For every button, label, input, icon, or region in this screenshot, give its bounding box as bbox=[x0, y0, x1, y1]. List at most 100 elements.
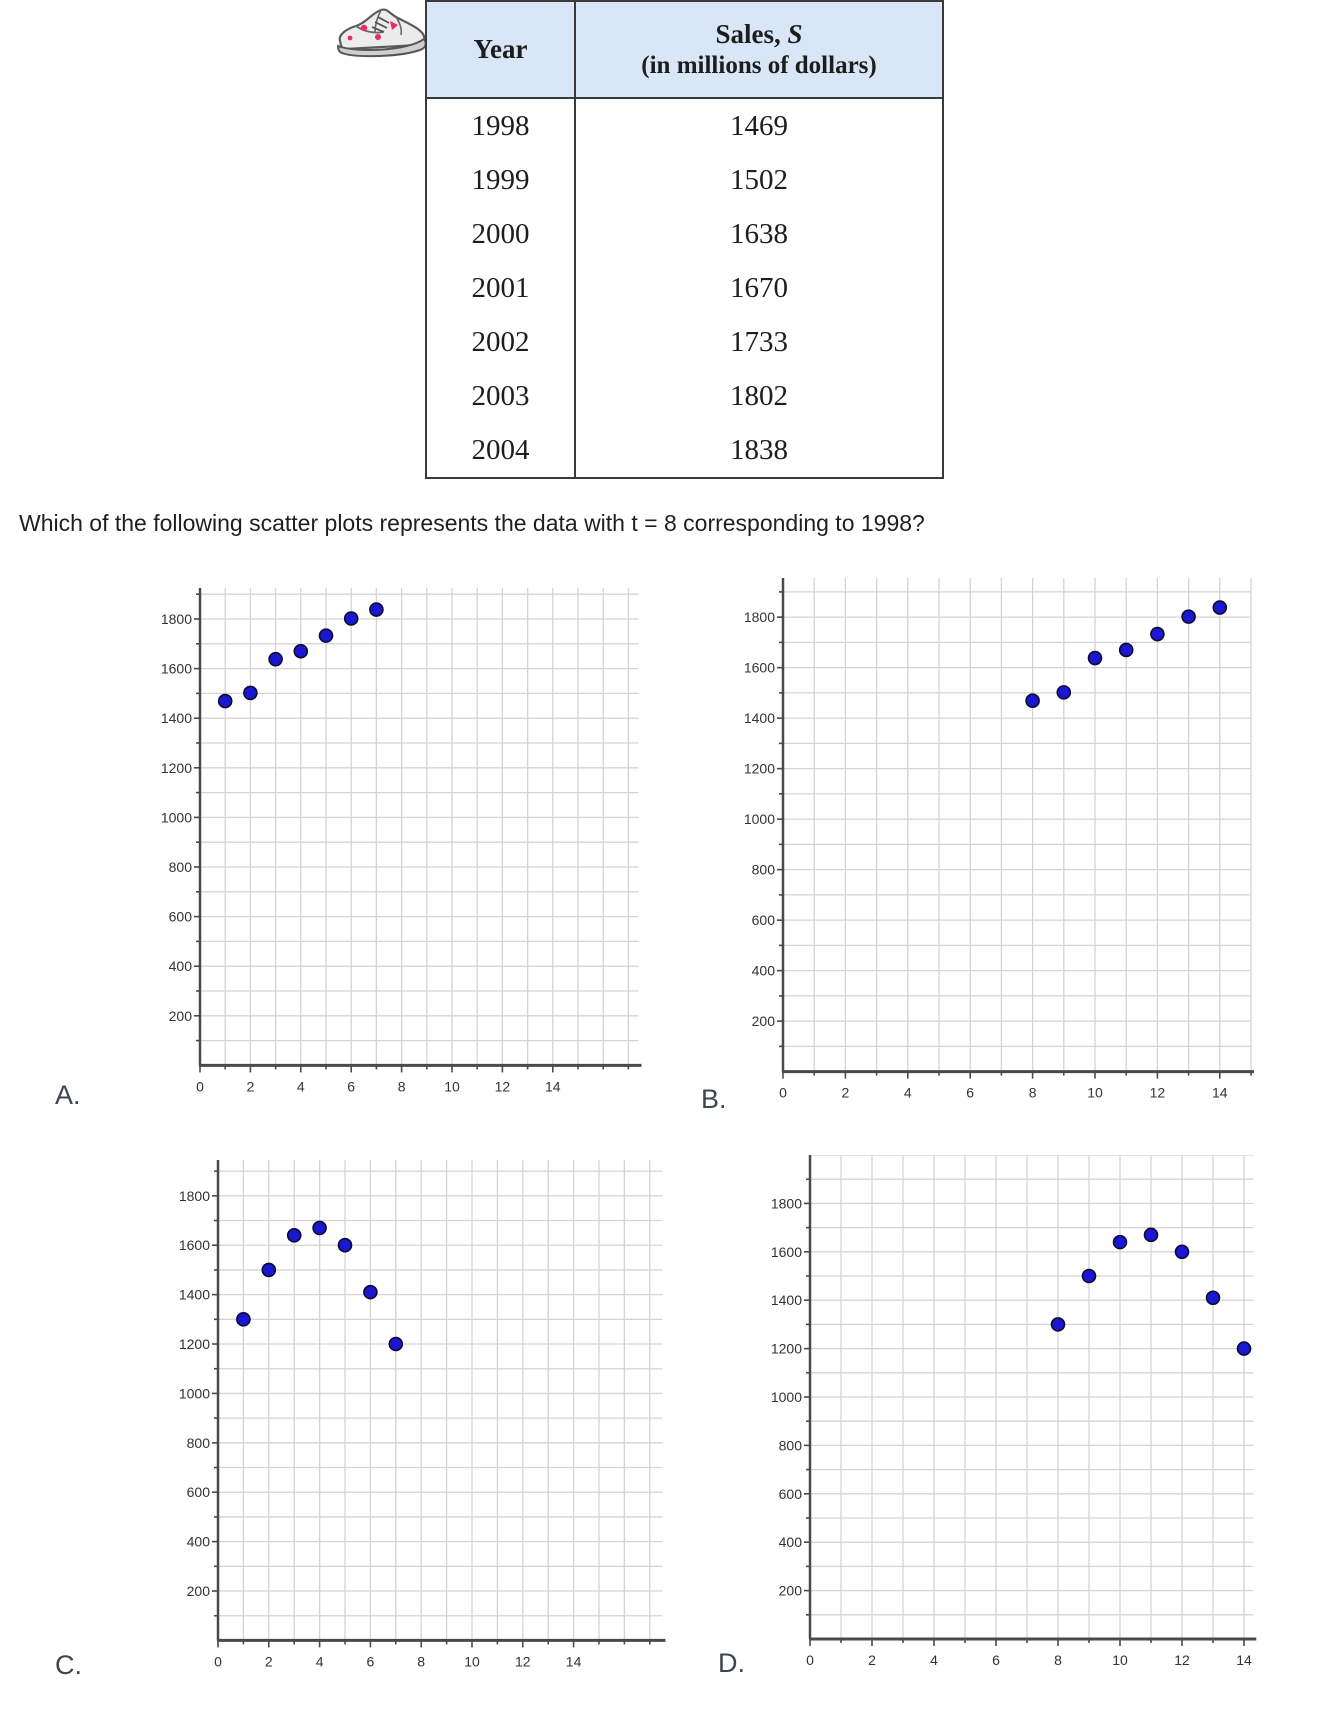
sales-cell: 1670 bbox=[730, 271, 788, 304]
sales-cell: 1838 bbox=[730, 433, 788, 466]
y-tick-label: 1800 bbox=[161, 611, 192, 627]
y-tick-label: 1600 bbox=[161, 661, 192, 677]
data-point bbox=[312, 1220, 327, 1236]
year-cell: 1998 bbox=[426, 98, 576, 153]
data-point bbox=[217, 693, 233, 709]
y-tick-label: 800 bbox=[752, 862, 776, 878]
table-row: 2000 1638 bbox=[426, 207, 943, 261]
sales-cell: 1502 bbox=[730, 163, 788, 196]
data-point bbox=[1112, 1234, 1128, 1250]
x-tick-label: 12 bbox=[1174, 1652, 1190, 1668]
x-tick-label: 6 bbox=[966, 1085, 974, 1101]
data-point bbox=[1181, 609, 1196, 624]
data-point bbox=[261, 1262, 277, 1278]
x-tick-label: 2 bbox=[247, 1078, 255, 1094]
data-point bbox=[1025, 693, 1040, 709]
x-tick-label: 0 bbox=[214, 1653, 222, 1669]
scatter-plot-d: 200 400 600 800 1000 1200 1400 1600 1800 0 2 4 6 8 10 1… bbox=[771, 1155, 1257, 1668]
data-point bbox=[1150, 626, 1165, 642]
data-point bbox=[1087, 650, 1103, 666]
x-tick-label: 8 bbox=[398, 1078, 406, 1094]
x-tick-label: 14 bbox=[1212, 1085, 1228, 1101]
sales-column-header: Sales, S (in millions of dollars) bbox=[575, 1, 943, 99]
y-tick-label: 1600 bbox=[744, 660, 775, 676]
table-row: 2003 1802 bbox=[426, 369, 943, 423]
year-cell: 2000 bbox=[426, 207, 576, 261]
data-point bbox=[343, 611, 359, 626]
y-tick-label: 1800 bbox=[744, 609, 775, 625]
sales-header-label: Sales, S bbox=[715, 19, 803, 49]
x-tick-label: 6 bbox=[992, 1652, 1000, 1668]
question-text: Which of the following scatter plots rep… bbox=[19, 510, 925, 536]
x-tick-label: 8 bbox=[1029, 1085, 1037, 1101]
y-tick-label: 1600 bbox=[179, 1237, 210, 1253]
year-header-label: Year bbox=[473, 34, 528, 64]
x-tick-label: 12 bbox=[495, 1078, 511, 1094]
sales-table-body: 1998 1469 1999 1502 2000 1638 2001 1670 2002 1733… bbox=[426, 98, 943, 478]
y-tick-label: 1600 bbox=[771, 1244, 802, 1260]
y-tick-label: 400 bbox=[752, 963, 776, 979]
table-row: 1998 1469 bbox=[426, 98, 943, 153]
y-tick-label: 1400 bbox=[744, 710, 775, 726]
y-tick-label: 1200 bbox=[771, 1341, 802, 1357]
year-cell: 1999 bbox=[426, 153, 576, 207]
year-cell: 2002 bbox=[426, 315, 576, 369]
chart-label-c: C. bbox=[55, 1650, 82, 1680]
chart-label-a: A. bbox=[55, 1080, 81, 1110]
year-column-header: Year bbox=[426, 1, 576, 99]
x-tick-label: 0 bbox=[779, 1085, 787, 1101]
x-tick-label: 2 bbox=[265, 1653, 273, 1669]
data-point bbox=[1081, 1268, 1097, 1284]
data-point bbox=[1205, 1290, 1221, 1306]
x-tick-label: 2 bbox=[868, 1652, 876, 1668]
data-point bbox=[388, 1336, 404, 1352]
y-tick-label: 1800 bbox=[771, 1195, 802, 1211]
sales-cell: 1469 bbox=[730, 109, 788, 142]
data-point bbox=[286, 1228, 302, 1243]
x-tick-label: 10 bbox=[464, 1653, 480, 1669]
x-tick-label: 4 bbox=[297, 1078, 305, 1094]
y-tick-label: 800 bbox=[169, 859, 193, 875]
y-tick-label: 1800 bbox=[179, 1188, 210, 1204]
y-tick-label: 200 bbox=[752, 1013, 776, 1029]
y-tick-label: 800 bbox=[779, 1437, 803, 1453]
data-point bbox=[1056, 685, 1072, 700]
y-tick-label: 600 bbox=[187, 1484, 211, 1500]
y-tick-label: 1200 bbox=[179, 1336, 210, 1352]
data-point bbox=[236, 1312, 251, 1327]
table-row: 2004 1838 bbox=[426, 423, 943, 478]
x-tick-label: 4 bbox=[316, 1653, 324, 1669]
y-tick-label: 200 bbox=[169, 1008, 193, 1024]
x-tick-label: 12 bbox=[515, 1653, 531, 1669]
data-point bbox=[1174, 1244, 1190, 1260]
x-tick-label: 8 bbox=[417, 1653, 425, 1669]
y-tick-label: 1000 bbox=[771, 1389, 802, 1405]
year-cell: 2001 bbox=[426, 261, 576, 315]
year-cell: 2004 bbox=[426, 423, 576, 478]
year-cell: 2003 bbox=[426, 369, 576, 423]
x-tick-label: 2 bbox=[842, 1085, 850, 1101]
x-tick-label: 6 bbox=[347, 1078, 355, 1094]
data-point bbox=[318, 628, 334, 643]
data-point bbox=[243, 685, 258, 701]
x-tick-label: 10 bbox=[444, 1078, 460, 1094]
table-row: 2001 1670 bbox=[426, 261, 943, 315]
y-tick-label: 1400 bbox=[161, 710, 192, 726]
scatter-plot-b: 200 400 600 800 1000 1200 1400 1600 1800 0 2 4 6 8 10 1… bbox=[744, 578, 1254, 1101]
x-tick-label: 14 bbox=[566, 1653, 582, 1669]
y-tick-label: 1000 bbox=[744, 811, 775, 827]
data-point bbox=[337, 1237, 353, 1253]
chart-label-b: B. bbox=[701, 1084, 727, 1114]
x-tick-label: 10 bbox=[1112, 1652, 1128, 1668]
sales-cell: 1802 bbox=[730, 379, 788, 412]
table-row: 1999 1502 bbox=[426, 153, 943, 207]
data-point bbox=[1236, 1341, 1252, 1356]
x-tick-label: 0 bbox=[806, 1652, 814, 1668]
x-tick-label: 4 bbox=[930, 1652, 938, 1668]
data-point bbox=[1212, 600, 1228, 615]
x-tick-label: 8 bbox=[1054, 1652, 1062, 1668]
sales-cell: 1733 bbox=[730, 325, 788, 358]
x-tick-label: 14 bbox=[545, 1078, 561, 1094]
y-tick-label: 1000 bbox=[161, 809, 192, 825]
y-tick-label: 200 bbox=[779, 1583, 803, 1599]
